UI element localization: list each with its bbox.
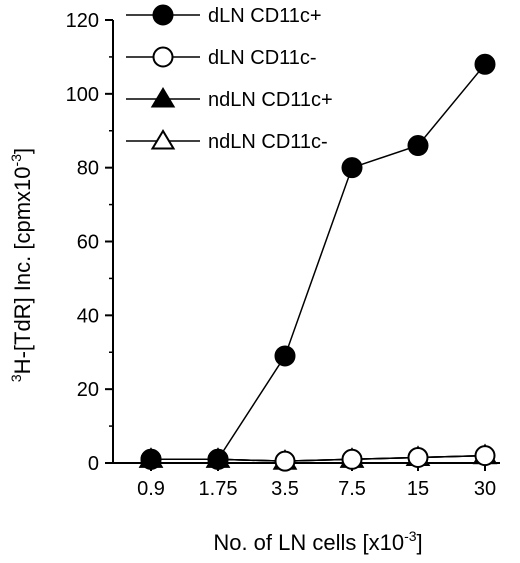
legend-label: dLN CD11c+: [208, 5, 322, 27]
data-point: [474, 53, 496, 75]
legend-entry: ndLN CD11c-: [126, 129, 328, 153]
data-point: [274, 450, 296, 472]
x-axis-title: No. of LN cells [x10-3]: [213, 528, 422, 555]
x-tick-label: 0.9: [137, 478, 165, 500]
y-tick-label: 120: [66, 10, 99, 32]
legend-marker: [152, 4, 174, 26]
y-tick-label: 80: [77, 158, 99, 180]
data-point: [341, 448, 363, 470]
y-axis-title-prescript: 3: [8, 374, 24, 382]
legend-label: ndLN CD11c-: [208, 131, 328, 153]
x-tick-label: 30: [474, 478, 496, 500]
x-tick-label: 7.5: [338, 478, 366, 500]
y-axis-title-main: H-[TdR] Inc. [cpmx10: [10, 166, 35, 374]
series-line: [151, 454, 486, 462]
y-tick-label: 0: [88, 453, 99, 475]
y-tick-label: 40: [77, 305, 99, 327]
y-tick-label: 60: [77, 232, 99, 254]
legend-marker: [150, 87, 176, 108]
legend-entry: ndLN CD11c+: [126, 87, 333, 111]
axes: [112, 20, 500, 464]
y-axis-title-end: ]: [10, 148, 35, 154]
legend-label: ndLN CD11c+: [208, 89, 333, 111]
y-axis-title-sup: -3: [8, 154, 24, 167]
series-line: [151, 63, 486, 461]
y-axis-title: 3H-[TdR] Inc. [cpmx10-3]: [8, 148, 35, 382]
data-point: [207, 448, 229, 470]
ticks: 0 20 40 60 80 100 120 0.9 1.75 3.5 7.5 15 30: [66, 10, 497, 500]
data-point: [474, 445, 496, 467]
x-tick-label: 15: [407, 478, 429, 500]
data-point: [341, 157, 363, 179]
legend-entry: dLN CD11c-: [126, 46, 317, 69]
series-2: [140, 445, 496, 472]
data-point: [407, 446, 429, 468]
y-tick-label: 20: [77, 379, 99, 401]
data-point: [407, 135, 429, 157]
legend-entry: dLN CD11c+: [126, 4, 322, 27]
x-tick-label: 3.5: [271, 478, 299, 500]
y-tick-label: 100: [66, 84, 99, 106]
legend: dLN CD11c+ dLN CD11c-ndLN CD11c+ ndLN CD11…: [126, 4, 333, 153]
series-layer: [138, 53, 498, 472]
x-axis-title-end: ]: [417, 530, 423, 555]
data-point: [140, 448, 162, 470]
legend-marker: [150, 129, 176, 150]
x-tick-label: 1.75: [199, 478, 238, 500]
legend-label: dLN CD11c-: [208, 47, 317, 69]
x-axis-title-main: No. of LN cells [x10: [213, 530, 404, 555]
legend-marker: [152, 46, 174, 68]
series-1: [140, 53, 496, 470]
data-point: [274, 345, 296, 367]
x-axis-title-sup: -3: [404, 528, 417, 544]
